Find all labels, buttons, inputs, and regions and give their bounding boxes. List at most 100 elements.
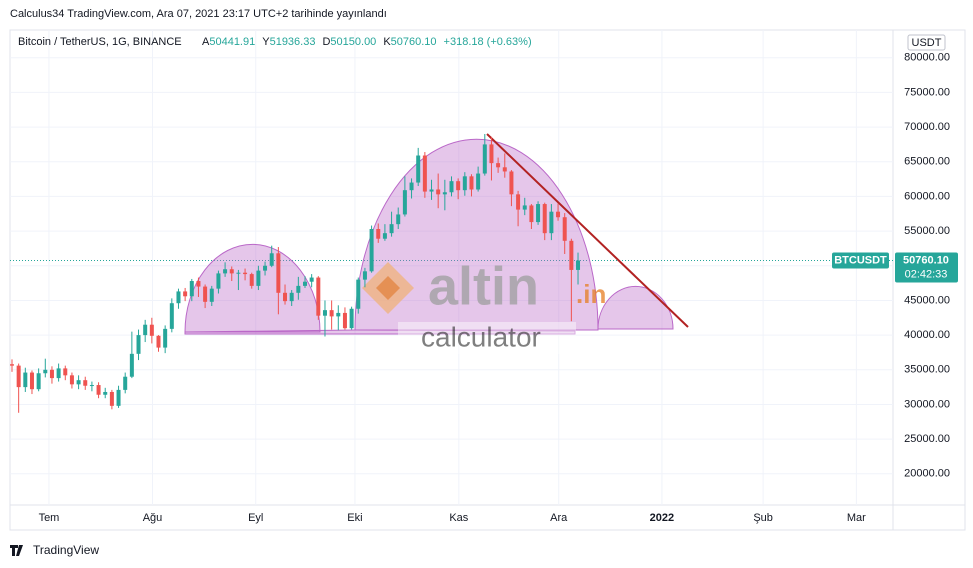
x-tick-label: Mar — [847, 512, 866, 524]
legend-key: A — [202, 36, 210, 48]
candle-body — [496, 163, 501, 168]
candle-body — [149, 324, 154, 336]
candle-body — [36, 373, 41, 390]
symbol-label: BTCUSDT — [834, 254, 887, 266]
x-tick-label: 2022 — [650, 512, 674, 524]
y-tick-label: 70000.00 — [904, 121, 950, 133]
candle-body — [309, 277, 314, 282]
candle-body — [189, 281, 194, 297]
candle-body — [116, 389, 121, 406]
legend-value: 50760.10 — [391, 36, 437, 48]
candle-body — [209, 288, 214, 302]
price-label-box — [895, 252, 958, 283]
y-tick-label: 75000.00 — [904, 86, 950, 98]
neckline-band — [184, 329, 576, 335]
candle-body — [123, 376, 128, 390]
candle-body — [562, 217, 567, 241]
candle-body — [502, 167, 507, 172]
axes: 20000.00 25000.00 30000.00 35000.00 40000.00… — [39, 52, 958, 524]
candle-body — [422, 155, 427, 192]
candle-body — [83, 380, 88, 386]
y-tick-label: 80000.00 — [904, 52, 950, 64]
candle-body — [449, 181, 454, 193]
y-tick-label: 35000.00 — [904, 364, 950, 376]
watermark-logo-inner — [376, 276, 400, 300]
candles — [9, 134, 581, 413]
candle-body — [243, 272, 248, 275]
head — [354, 138, 599, 331]
candle-body — [489, 144, 494, 164]
candle-body — [43, 369, 48, 374]
candle-body — [203, 286, 208, 302]
candle-body — [542, 204, 547, 234]
candle-body — [516, 194, 521, 210]
candle-body — [462, 176, 467, 191]
y-tick-label: 30000.00 — [904, 398, 950, 410]
candle-body — [63, 368, 68, 376]
candle-body — [556, 211, 561, 218]
candle-body — [9, 364, 14, 366]
candle-body — [522, 205, 527, 210]
candle-body — [256, 270, 261, 286]
legend-change: +318.18 (+0.63%) — [444, 36, 532, 48]
candle-body — [436, 189, 441, 195]
x-tick-label: Tem — [39, 512, 60, 524]
candle-body — [143, 324, 148, 336]
candle-body — [283, 292, 288, 302]
candle-body — [109, 391, 114, 406]
legend: Bitcoin / TetherUS, 1G, BINANCE A 50441.9… — [18, 36, 532, 48]
candle-body — [429, 189, 434, 192]
y-tick-label: 60000.00 — [904, 190, 950, 202]
candle-body — [529, 205, 534, 223]
candle-body — [316, 277, 321, 316]
price-label: 50760.10 — [903, 254, 949, 266]
x-tick-label: Eki — [347, 512, 362, 524]
candle-body — [103, 391, 108, 395]
legend-value: 50150.00 — [330, 36, 376, 48]
candle-body — [576, 260, 581, 270]
candle-body — [23, 372, 28, 388]
legend-key: Y — [262, 36, 270, 48]
symbol: Bitcoin / TetherUS, 1G, BINANCE — [18, 36, 182, 48]
trend-line — [486, 133, 689, 328]
legend-value: 50441.91 — [209, 36, 255, 48]
candle-body — [89, 385, 94, 387]
countdown: 02:42:33 — [905, 268, 948, 280]
candle-body — [442, 192, 447, 195]
x-tick-label: Eyl — [248, 512, 263, 524]
watermark-bg — [398, 322, 576, 354]
candle-body — [223, 269, 228, 274]
y-tick-label: 25000.00 — [904, 433, 950, 445]
candle-body — [509, 171, 514, 195]
grid — [10, 30, 893, 505]
candle-body — [402, 190, 407, 215]
candle-body — [216, 273, 221, 289]
candle-body — [409, 182, 414, 191]
candle-body — [56, 368, 61, 379]
candle-body — [16, 365, 21, 388]
currency[interactable]: USDT — [912, 37, 942, 49]
candle-body — [376, 229, 381, 239]
tv-logo — [10, 545, 23, 556]
watermark-suffix: .in — [576, 279, 606, 309]
watermark: altin .in calculator — [362, 256, 606, 354]
x-tick-label: Şub — [753, 512, 773, 524]
candle-body — [76, 380, 81, 385]
candle-body — [482, 144, 487, 174]
watermark-brand: altin — [428, 256, 539, 316]
candle-body — [416, 155, 421, 183]
candle-body — [169, 303, 174, 329]
candle-body — [569, 240, 574, 270]
x-tick-label: Ara — [550, 512, 568, 524]
y-tick-label: 45000.00 — [904, 294, 950, 306]
candle-body — [456, 181, 461, 191]
candle-body — [469, 176, 474, 190]
currency-box[interactable] — [907, 34, 946, 51]
candle-body — [396, 214, 401, 225]
candle-body — [69, 375, 74, 385]
candle-body — [249, 274, 254, 286]
legend-key: K — [383, 36, 391, 48]
x-tick-label: Kas — [449, 512, 468, 524]
y-tick-label: 40000.00 — [904, 329, 950, 341]
